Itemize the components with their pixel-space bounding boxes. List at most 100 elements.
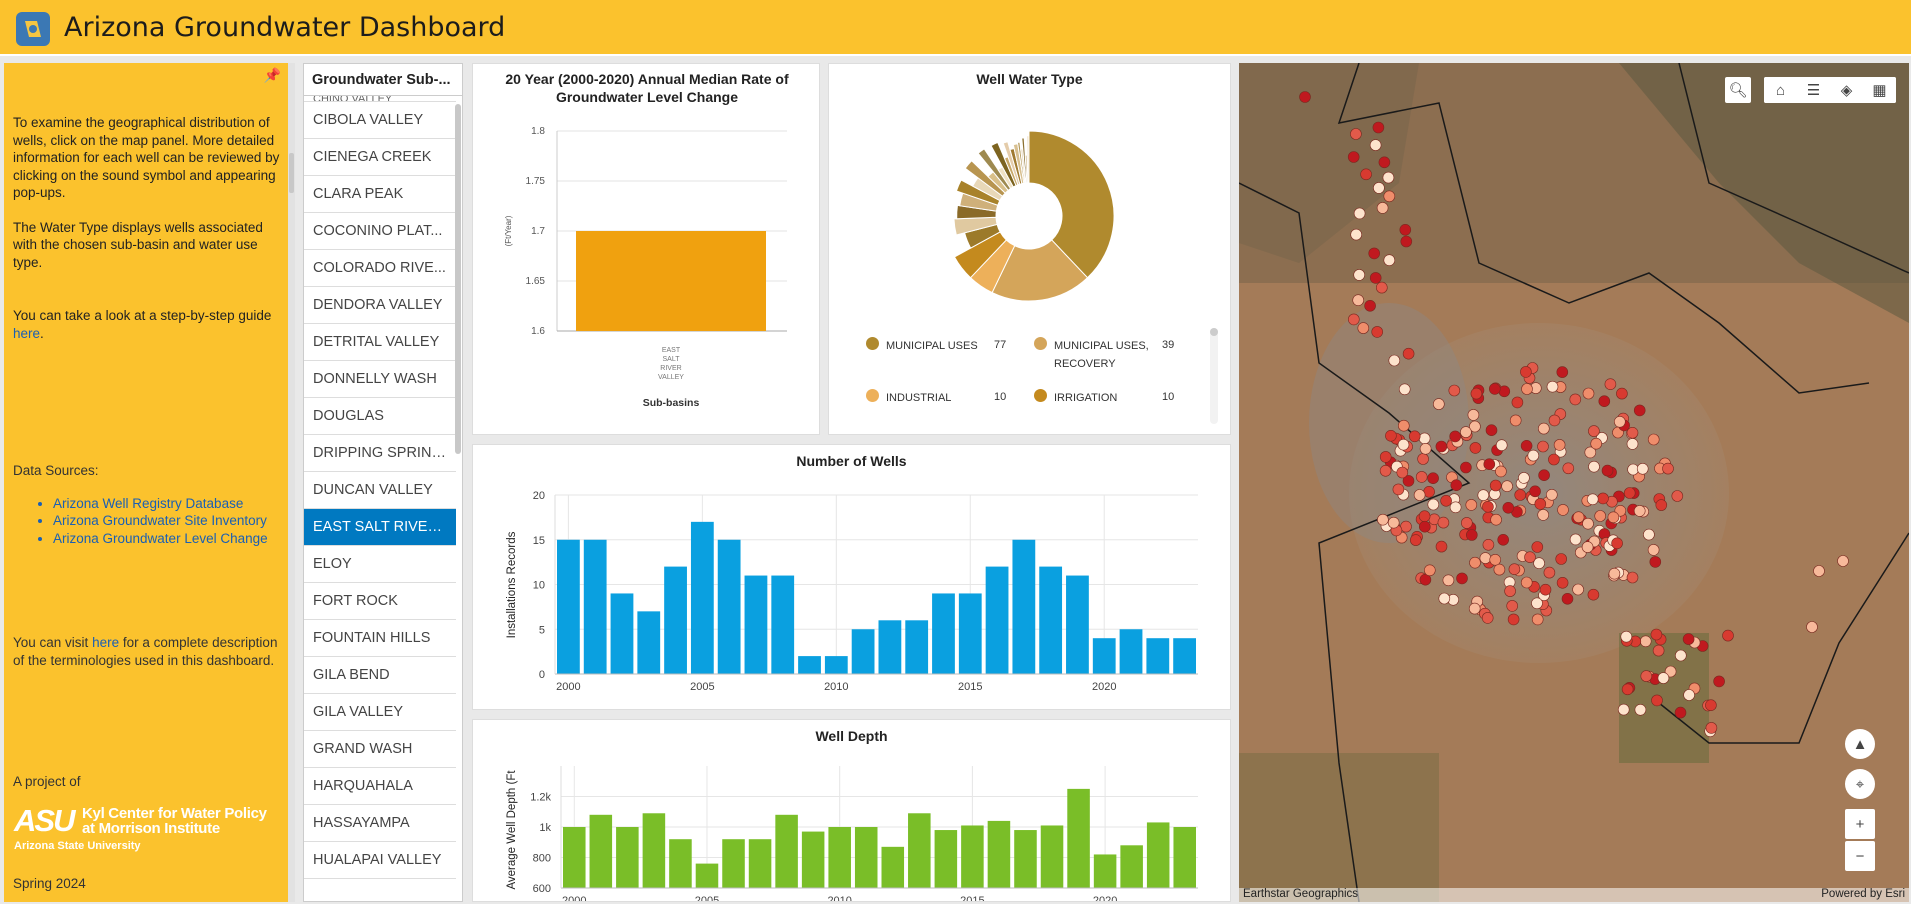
zoom-out-button[interactable]: − — [1845, 841, 1875, 871]
y-tick-label: 15 — [533, 535, 545, 547]
legend-item[interactable]: IRRIGATION 10 — [1034, 386, 1194, 426]
well-point — [1387, 516, 1400, 529]
well-point — [1477, 489, 1490, 502]
bar-2003 — [642, 813, 666, 888]
well-point — [1587, 588, 1600, 601]
data-source-link[interactable]: Arizona Groundwater Site Inventory — [53, 512, 283, 530]
bar-2005 — [690, 521, 714, 674]
data-source-link[interactable]: Arizona Groundwater Level Change — [53, 530, 283, 548]
legend-icon[interactable]: ☰ — [1797, 77, 1830, 103]
well-point — [1449, 501, 1462, 514]
well-point — [1449, 430, 1461, 443]
well-point — [1611, 537, 1623, 550]
y-tick-label: 600 — [533, 883, 551, 895]
well-point — [1674, 706, 1687, 719]
well-point — [1651, 694, 1663, 707]
well-point — [1604, 378, 1617, 391]
list-item[interactable]: CHINO VALLEY — [304, 96, 456, 102]
satellite-basemap[interactable] — [1239, 63, 1909, 902]
well-point — [1657, 672, 1670, 684]
bar-2020 — [1093, 854, 1117, 888]
list-item[interactable]: DETRITAL VALLEY — [304, 324, 456, 361]
well-point — [1556, 576, 1569, 589]
well-point — [1520, 366, 1532, 378]
list-item[interactable]: CLARA PEAK — [304, 176, 456, 213]
list-item[interactable]: COLORADO RIVE... — [304, 250, 456, 287]
list-item[interactable]: HUALAPAI VALLEY — [304, 842, 456, 879]
well-point — [1460, 461, 1472, 474]
well-point — [1379, 451, 1392, 463]
info-sidebar: 📌 To examine the geographical distributi… — [4, 63, 289, 902]
list-item[interactable]: DOUGLAS — [304, 398, 456, 435]
well-point — [1594, 510, 1607, 522]
list-item[interactable]: GILA VALLEY — [304, 694, 456, 731]
well-point — [1392, 483, 1405, 496]
list-item[interactable]: DRIPPING SPRING... — [304, 435, 456, 472]
list-item[interactable]: EAST SALT RIVER ... — [304, 509, 456, 546]
bar-2010 — [828, 827, 851, 888]
list-item[interactable]: CIBOLA VALLEY — [304, 102, 456, 139]
well-point — [1371, 326, 1383, 338]
well-point — [1419, 442, 1432, 455]
sidebar-scrollbar[interactable] — [288, 63, 295, 902]
legend-value: 77 — [994, 339, 1007, 351]
bar-2020 — [1092, 638, 1116, 674]
well-point — [1369, 139, 1382, 151]
list-item[interactable]: GRAND WASH — [304, 731, 456, 768]
well-point — [1621, 683, 1634, 696]
bar-2018 — [1039, 566, 1063, 674]
list-item[interactable]: DUNCAN VALLEY — [304, 472, 456, 509]
well-point — [1504, 585, 1516, 597]
list-item[interactable]: CIENEGA CREEK — [304, 139, 456, 176]
intro-text: To examine the geographical distribution… — [13, 114, 283, 359]
well-depth-chart: 600 800 1k 1.2k 2000 2005 2010 2015 2020 Average … — [506, 766, 1198, 901]
data-source-link[interactable]: Arizona Well Registry Database — [53, 495, 283, 513]
well-point — [1440, 494, 1452, 507]
legend-value: 39 — [1162, 339, 1175, 351]
qr-code-icon[interactable]: ▦ — [1863, 77, 1896, 103]
list-item[interactable]: COCONINO PLAT... — [304, 213, 456, 250]
well-point — [1553, 439, 1566, 451]
legend-item[interactable]: MUNICIPAL USES, RECOVERY 39 — [1034, 334, 1194, 374]
map-view[interactable]: 🔍︎ ⌂ ☰ ◈ ▦ ▲ ⌖ + − Earthstar Geographics… — [1239, 63, 1909, 902]
list-item[interactable]: DONNELLY WASH — [304, 361, 456, 398]
layers-icon[interactable]: ◈ — [1830, 77, 1863, 103]
well-point — [1435, 540, 1448, 553]
locate-icon[interactable]: ⌖ — [1845, 769, 1875, 799]
bar-2012 — [881, 846, 905, 888]
list-item[interactable]: HASSAYAMPA — [304, 805, 456, 842]
data-sources: Data Sources: Arizona Well Registry Data… — [13, 462, 283, 547]
legend-scrollbar[interactable] — [1210, 328, 1218, 424]
zoom-in-button[interactable]: + — [1845, 809, 1875, 839]
compass-icon[interactable]: ▲ — [1845, 729, 1875, 759]
list-item[interactable]: GILA BEND — [304, 657, 456, 694]
y-tick-label: 1.6 — [531, 326, 545, 337]
list-item[interactable]: DENDORA VALLEY — [304, 287, 456, 324]
list-item[interactable]: FOUNTAIN HILLS — [304, 620, 456, 657]
bar-2007 — [744, 575, 768, 674]
pin-icon[interactable]: 📌 — [263, 67, 281, 83]
legend-item[interactable]: INDUSTRIAL 10 — [866, 386, 1026, 426]
well-point — [1640, 670, 1653, 682]
legend-item[interactable]: MUNICIPAL USES 77 — [866, 334, 1026, 374]
well-point — [1674, 649, 1687, 662]
bar-2013 — [905, 620, 929, 674]
list-item[interactable]: FORT ROCK — [304, 583, 456, 620]
legend-swatch-icon — [1034, 337, 1047, 350]
bar-2015 — [961, 825, 984, 888]
home-icon[interactable]: ⌂ — [1764, 77, 1797, 103]
terminology-link[interactable]: here — [92, 635, 120, 650]
map-search-icon[interactable]: 🔍︎ — [1725, 77, 1751, 103]
bar-2016 — [985, 566, 1009, 674]
guide-link[interactable]: here — [13, 325, 41, 341]
powered-by-esri[interactable]: Powered by Esri — [1821, 888, 1905, 900]
list-item[interactable]: HARQUAHALA — [304, 768, 456, 805]
well-point — [1350, 128, 1362, 140]
guide-end: . — [40, 325, 44, 341]
well-point — [1537, 440, 1549, 453]
well-point — [1509, 414, 1522, 427]
well-point — [1410, 534, 1422, 546]
bar-2000 — [557, 539, 580, 674]
list-item[interactable]: ELOY — [304, 546, 456, 583]
list-scrollbar[interactable] — [455, 104, 461, 454]
